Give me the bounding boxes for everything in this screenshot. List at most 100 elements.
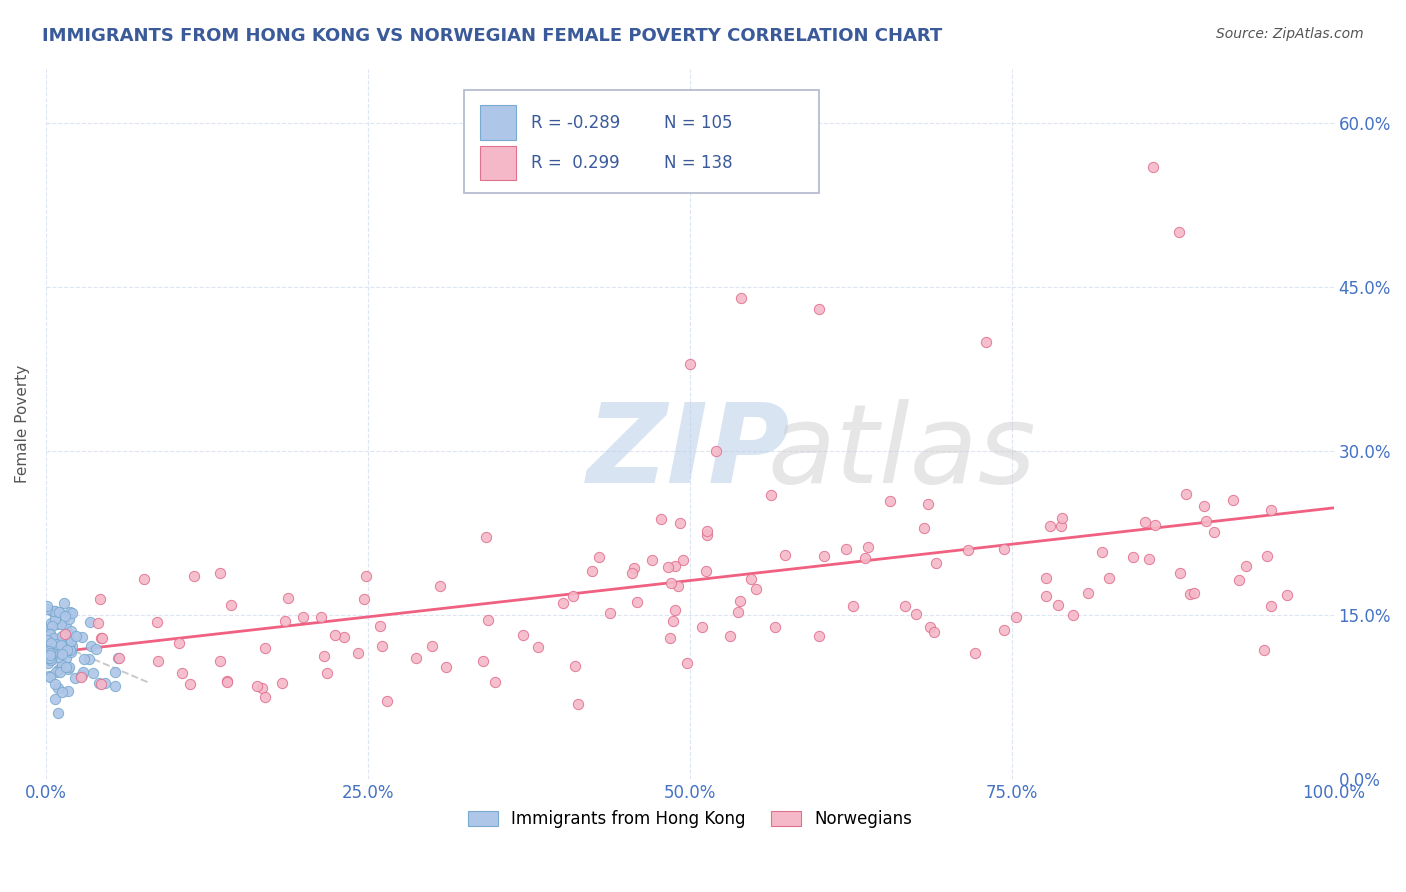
Point (41, 648, 63, 662)
Point (58, 660, 80, 674)
Point (315, 665, 337, 680)
Point (599, 607, 621, 621)
Point (621, 566, 644, 580)
Point (167, 636, 190, 650)
Point (49, 639, 72, 653)
Point (53, 609, 76, 624)
Point (1122, 549, 1144, 564)
Point (72, 665, 94, 679)
Point (728, 593, 751, 607)
Point (775, 548, 797, 562)
Point (51, 659, 73, 673)
Point (853, 550, 876, 565)
Point (405, 650, 427, 665)
Point (44, 603, 66, 617)
Point (46, 637, 69, 651)
Point (1202, 525, 1225, 540)
Point (89, 592, 111, 607)
Point (58, 612, 80, 626)
Point (44, 633, 66, 648)
Point (215, 674, 238, 689)
Point (1050, 511, 1073, 525)
Point (1137, 552, 1160, 566)
Point (65, 629, 87, 643)
Point (1039, 519, 1062, 533)
Point (146, 615, 169, 630)
Point (254, 690, 277, 704)
Point (38, 644, 60, 658)
Point (134, 573, 156, 587)
Point (107, 651, 129, 665)
Point (39, 648, 62, 662)
Point (65, 671, 87, 685)
Point (86, 641, 108, 656)
Point (690, 620, 713, 634)
Point (664, 603, 686, 617)
Point (1142, 160, 1164, 174)
Point (1133, 515, 1156, 529)
Point (671, 553, 693, 567)
Point (37, 602, 59, 616)
Point (551, 596, 574, 610)
Point (41, 618, 63, 632)
Point (55, 660, 77, 674)
Point (56, 635, 79, 649)
Point (974, 334, 997, 349)
Point (744, 582, 766, 596)
Text: atlas: atlas (768, 399, 1036, 506)
Point (842, 599, 865, 614)
Point (254, 640, 277, 655)
Point (51, 685, 73, 699)
Point (89, 675, 111, 690)
Point (52, 596, 75, 610)
Point (77, 652, 100, 666)
Point (354, 569, 377, 583)
Point (323, 628, 346, 642)
Point (963, 646, 986, 660)
Point (730, 291, 752, 305)
Point (1175, 487, 1198, 501)
Text: Source: ZipAtlas.com: Source: ZipAtlas.com (1216, 27, 1364, 41)
Point (91, 631, 114, 645)
Point (59, 634, 82, 648)
Point (661, 575, 683, 590)
Point (807, 301, 830, 316)
Point (51, 629, 73, 643)
Point (70, 670, 93, 684)
Point (567, 697, 589, 711)
Point (641, 553, 664, 567)
Point (561, 589, 583, 603)
Point (42, 642, 65, 657)
Point (659, 632, 682, 646)
Point (1091, 545, 1114, 559)
Point (346, 646, 368, 660)
Point (51, 636, 73, 650)
Point (422, 639, 444, 653)
Point (1182, 586, 1205, 600)
Point (37, 650, 59, 665)
Point (924, 556, 946, 570)
Point (39, 616, 62, 631)
Point (41, 633, 63, 648)
Point (87, 616, 110, 631)
Point (170, 665, 193, 680)
Point (512, 628, 534, 642)
Point (1004, 609, 1026, 624)
Point (39, 646, 62, 660)
Point (1035, 589, 1057, 603)
Point (42, 632, 65, 646)
Point (209, 654, 232, 668)
Point (41, 653, 63, 667)
Point (59, 606, 82, 620)
Point (993, 623, 1015, 637)
Point (42, 604, 65, 618)
Point (41, 637, 63, 651)
Point (484, 675, 506, 690)
Point (35, 625, 58, 640)
Point (56, 642, 79, 657)
Point (59, 645, 82, 659)
Point (695, 564, 717, 578)
Point (39, 627, 62, 641)
Point (41, 634, 63, 648)
Point (718, 629, 741, 643)
